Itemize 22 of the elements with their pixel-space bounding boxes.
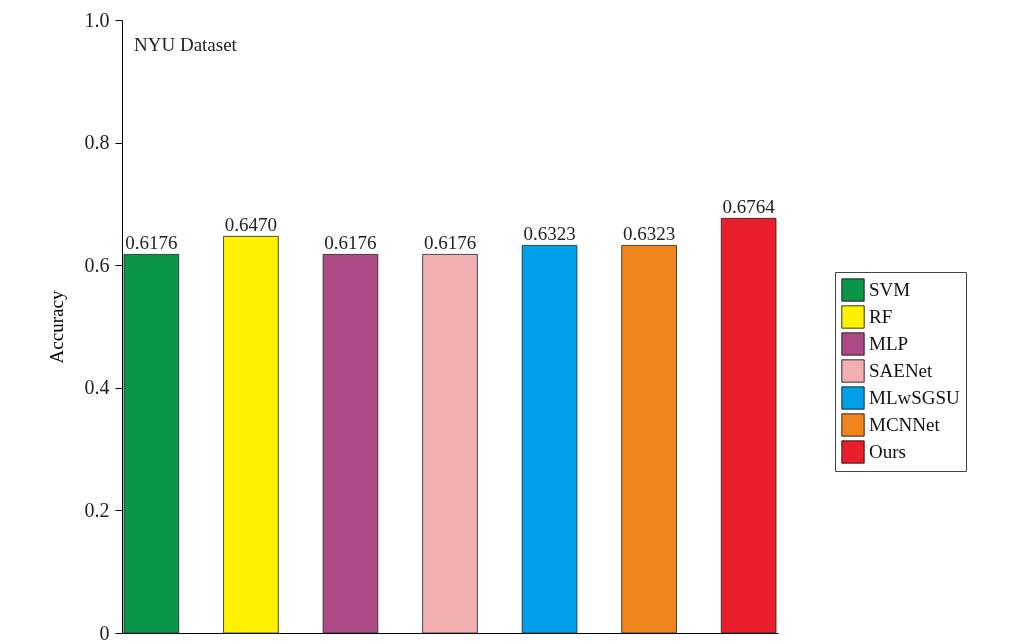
data-label: 0.6323 [622, 223, 676, 245]
y-tick-label: 0.8 [84, 131, 110, 154]
data-label: 0.6176 [125, 232, 178, 254]
legend-label: MCNNet [869, 414, 941, 435]
data-label: 0.6323 [523, 223, 576, 245]
data-label: 0.6470 [224, 214, 278, 236]
y-tick-label: 0.4 [84, 376, 110, 399]
legend-label: MLP [869, 333, 909, 354]
y-tick-label: 0.6 [84, 253, 110, 276]
annotation: NYU Dataset [134, 34, 238, 55]
y-tick-label: 0 [99, 621, 110, 643]
y-tick-label: 1.0 [84, 8, 110, 31]
legend-label: Ours [869, 441, 906, 462]
legend-label: SVM [869, 279, 911, 300]
legend-label: SAENet [869, 360, 934, 381]
legend-label: RF [869, 306, 893, 327]
data-label: 0.6764 [722, 196, 776, 218]
legend-label: MLwSGSU [869, 387, 961, 408]
data-label: 0.6176 [423, 232, 477, 254]
y-tick-label: 0.2 [84, 498, 110, 521]
y-axis-title: Accuracy [45, 290, 67, 364]
data-label: 0.6176 [324, 232, 377, 254]
